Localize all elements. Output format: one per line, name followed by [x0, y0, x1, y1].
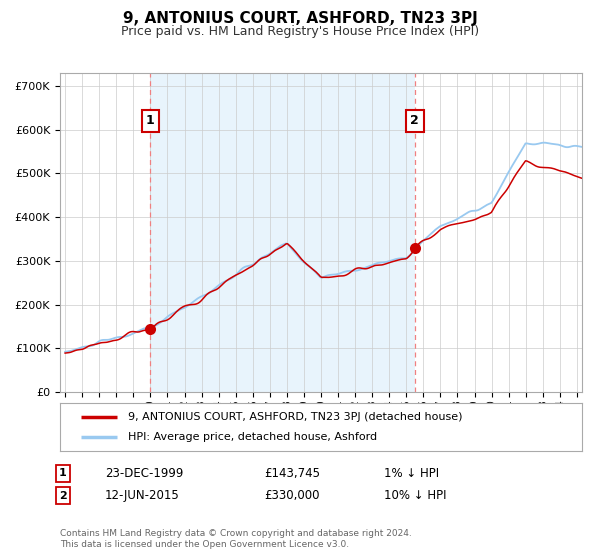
Text: 9, ANTONIUS COURT, ASHFORD, TN23 3PJ (detached house): 9, ANTONIUS COURT, ASHFORD, TN23 3PJ (de… [128, 412, 463, 422]
Text: HPI: Average price, detached house, Ashford: HPI: Average price, detached house, Ashf… [128, 432, 377, 442]
Text: 1: 1 [59, 468, 67, 478]
Text: 2: 2 [410, 114, 419, 127]
Text: £143,745: £143,745 [264, 466, 320, 480]
Text: £330,000: £330,000 [264, 489, 320, 502]
Text: 9, ANTONIUS COURT, ASHFORD, TN23 3PJ: 9, ANTONIUS COURT, ASHFORD, TN23 3PJ [122, 11, 478, 26]
Text: 1: 1 [146, 114, 155, 127]
Text: 1% ↓ HPI: 1% ↓ HPI [384, 466, 439, 480]
Text: Contains HM Land Registry data © Crown copyright and database right 2024.
This d: Contains HM Land Registry data © Crown c… [60, 529, 412, 549]
Bar [151, 73, 415, 392]
Text: 23-DEC-1999: 23-DEC-1999 [105, 466, 184, 480]
Text: 2: 2 [59, 491, 67, 501]
Text: Price paid vs. HM Land Registry's House Price Index (HPI): Price paid vs. HM Land Registry's House … [121, 25, 479, 38]
Text: 12-JUN-2015: 12-JUN-2015 [105, 489, 180, 502]
Text: 10% ↓ HPI: 10% ↓ HPI [384, 489, 446, 502]
